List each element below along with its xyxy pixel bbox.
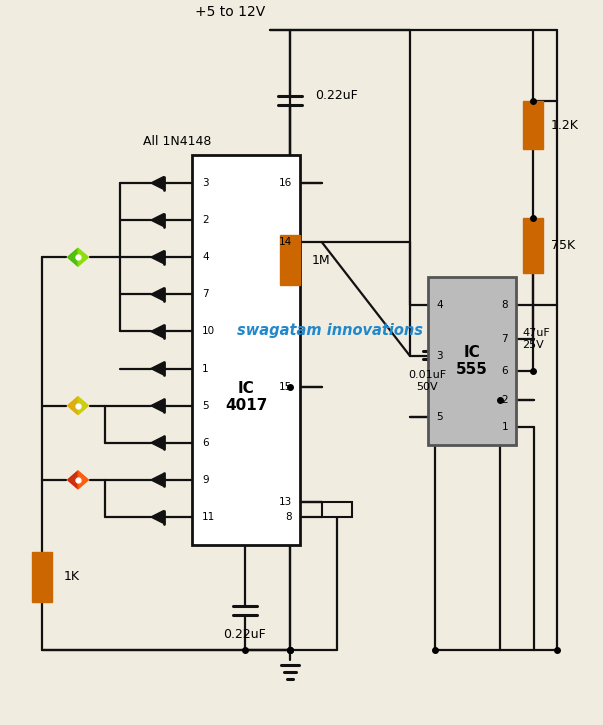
Polygon shape — [151, 510, 164, 523]
Text: IC
4017: IC 4017 — [225, 381, 267, 413]
Text: 7: 7 — [202, 289, 209, 299]
Polygon shape — [151, 362, 164, 375]
Polygon shape — [68, 471, 78, 489]
Text: 2: 2 — [202, 215, 209, 225]
Text: 1: 1 — [202, 363, 209, 373]
Polygon shape — [151, 473, 164, 486]
Text: 75K: 75K — [551, 239, 575, 252]
Bar — [32, 552, 52, 602]
Polygon shape — [151, 176, 164, 189]
Text: 1M: 1M — [312, 254, 330, 267]
Text: 1K: 1K — [64, 571, 80, 584]
Bar — [523, 101, 543, 149]
Text: 5: 5 — [202, 401, 209, 410]
Bar — [428, 277, 516, 445]
Text: +5 to 12V: +5 to 12V — [195, 5, 265, 19]
Text: 3: 3 — [436, 351, 443, 361]
Text: 15: 15 — [279, 382, 292, 392]
Text: All 1N4148: All 1N4148 — [143, 135, 211, 147]
Text: 9: 9 — [202, 475, 209, 485]
Text: 6: 6 — [202, 438, 209, 448]
Bar — [523, 218, 543, 273]
Bar — [192, 155, 300, 545]
Polygon shape — [151, 399, 164, 413]
Text: IC
555: IC 555 — [456, 345, 488, 377]
Bar — [280, 235, 300, 285]
Polygon shape — [151, 436, 164, 450]
Text: 13: 13 — [279, 497, 292, 507]
Text: 25V: 25V — [522, 340, 544, 350]
Text: 1: 1 — [501, 422, 508, 432]
Text: 11: 11 — [202, 512, 215, 522]
Text: 0.22uF: 0.22uF — [224, 628, 267, 640]
Polygon shape — [78, 397, 89, 415]
Text: 2: 2 — [501, 395, 508, 405]
Polygon shape — [78, 248, 89, 266]
Text: 16: 16 — [279, 178, 292, 188]
Text: 7: 7 — [501, 334, 508, 344]
Text: 8: 8 — [285, 512, 292, 522]
Text: 47uF: 47uF — [522, 328, 550, 338]
Polygon shape — [151, 214, 164, 227]
Polygon shape — [68, 248, 78, 266]
Text: 14: 14 — [279, 237, 292, 247]
Polygon shape — [151, 325, 164, 338]
Text: 4: 4 — [202, 252, 209, 262]
Polygon shape — [151, 288, 164, 301]
Text: 8: 8 — [501, 300, 508, 310]
Text: 6: 6 — [501, 366, 508, 376]
Polygon shape — [68, 397, 78, 415]
Polygon shape — [151, 251, 164, 264]
Text: 0.22uF: 0.22uF — [315, 88, 358, 102]
Polygon shape — [78, 471, 89, 489]
Text: swagatam innovations: swagatam innovations — [237, 323, 423, 338]
Text: 1.2K: 1.2K — [551, 118, 579, 131]
Text: 4: 4 — [436, 300, 443, 310]
Text: 10: 10 — [202, 326, 215, 336]
Text: 5: 5 — [436, 412, 443, 422]
Text: 0.01uF
50V: 0.01uF 50V — [408, 370, 446, 392]
Bar — [322, 502, 352, 517]
Text: 3: 3 — [202, 178, 209, 188]
